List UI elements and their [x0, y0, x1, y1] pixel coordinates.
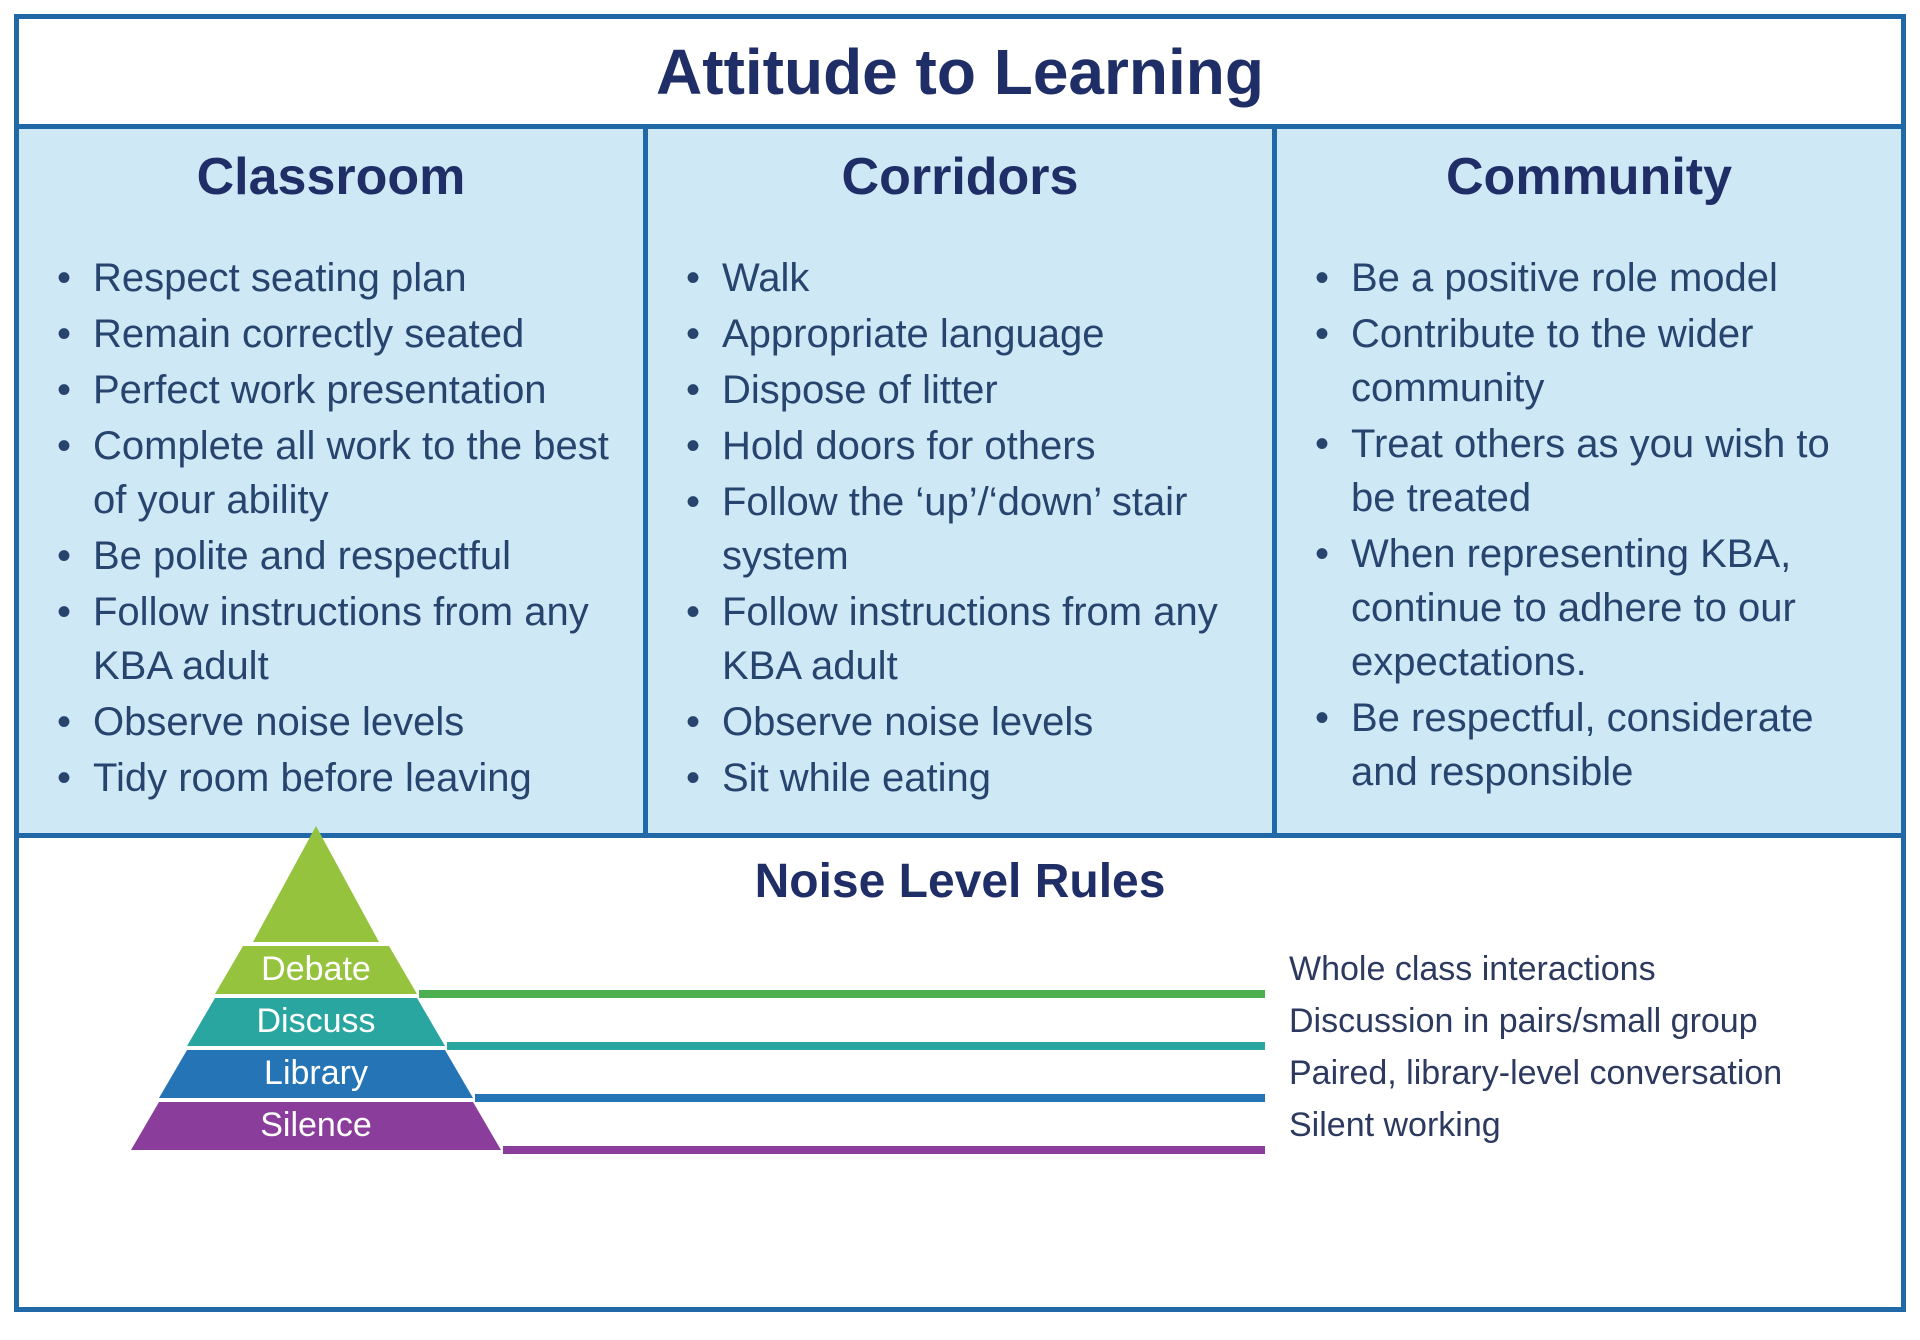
list-item: Tidy room before leaving [51, 751, 615, 805]
list-item: Follow the ‘up’/‘down’ stair system [680, 475, 1244, 583]
pyramid-level-desc: Silent working [1289, 1106, 1501, 1145]
list-item: Perfect work presentation [51, 363, 615, 417]
list-item: Be polite and respectful [51, 529, 615, 583]
pyramid-level-label: Debate [216, 950, 416, 989]
column-classroom: Classroom Respect seating plan Remain co… [19, 129, 643, 833]
column-heading: Corridors [676, 147, 1244, 207]
list-item: Respect seating plan [51, 251, 615, 305]
pyramid-level-line [503, 1146, 1265, 1154]
column-list: Respect seating plan Remain correctly se… [47, 251, 615, 805]
columns-row: Classroom Respect seating plan Remain co… [19, 129, 1901, 838]
list-item: Dispose of litter [680, 363, 1244, 417]
pyramid-level-line [475, 1094, 1265, 1102]
column-list: Walk Appropriate language Dispose of lit… [676, 251, 1244, 805]
list-item: Treat others as you wish to be treated [1309, 417, 1873, 525]
pyramid-level-line [419, 990, 1265, 998]
list-item: Be respectful, considerate and responsib… [1309, 691, 1873, 799]
pyramid-level-line [447, 1042, 1265, 1050]
pyramid-level-label: Discuss [216, 1002, 416, 1041]
column-community: Community Be a positive role model Contr… [1272, 129, 1901, 833]
column-corridors: Corridors Walk Appropriate language Disp… [643, 129, 1272, 833]
list-item: Follow instructions from any KBA adult [51, 585, 615, 693]
list-item: Be a positive role model [1309, 251, 1873, 305]
pyramid-level-label: Library [216, 1054, 416, 1093]
list-item: Remain correctly seated [51, 307, 615, 361]
noise-panel: Noise Level Rules DebateWhole class inte… [19, 838, 1901, 1307]
main-title: Attitude to Learning [656, 35, 1264, 109]
list-item: Contribute to the wider community [1309, 307, 1873, 415]
list-item: Walk [680, 251, 1244, 305]
column-heading: Classroom [47, 147, 615, 207]
pyramid-level-desc: Discussion in pairs/small group [1289, 1002, 1758, 1041]
column-heading: Community [1305, 147, 1873, 207]
list-item: When representing KBA, continue to adher… [1309, 527, 1873, 689]
list-item: Follow instructions from any KBA adult [680, 585, 1244, 693]
list-item: Observe noise levels [680, 695, 1244, 749]
list-item: Observe noise levels [51, 695, 615, 749]
list-item: Sit while eating [680, 751, 1244, 805]
list-item: Appropriate language [680, 307, 1244, 361]
title-bar: Attitude to Learning [19, 19, 1901, 129]
list-item: Hold doors for others [680, 419, 1244, 473]
column-list: Be a positive role model Contribute to t… [1305, 251, 1873, 799]
pyramid-level-label: Silence [216, 1106, 416, 1145]
pyramid-level-desc: Paired, library-level conversation [1289, 1054, 1782, 1093]
pyramid-level-desc: Whole class interactions [1289, 950, 1656, 989]
list-item: Complete all work to the best of your ab… [51, 419, 615, 527]
poster-frame: Attitude to Learning Classroom Respect s… [14, 14, 1906, 1312]
